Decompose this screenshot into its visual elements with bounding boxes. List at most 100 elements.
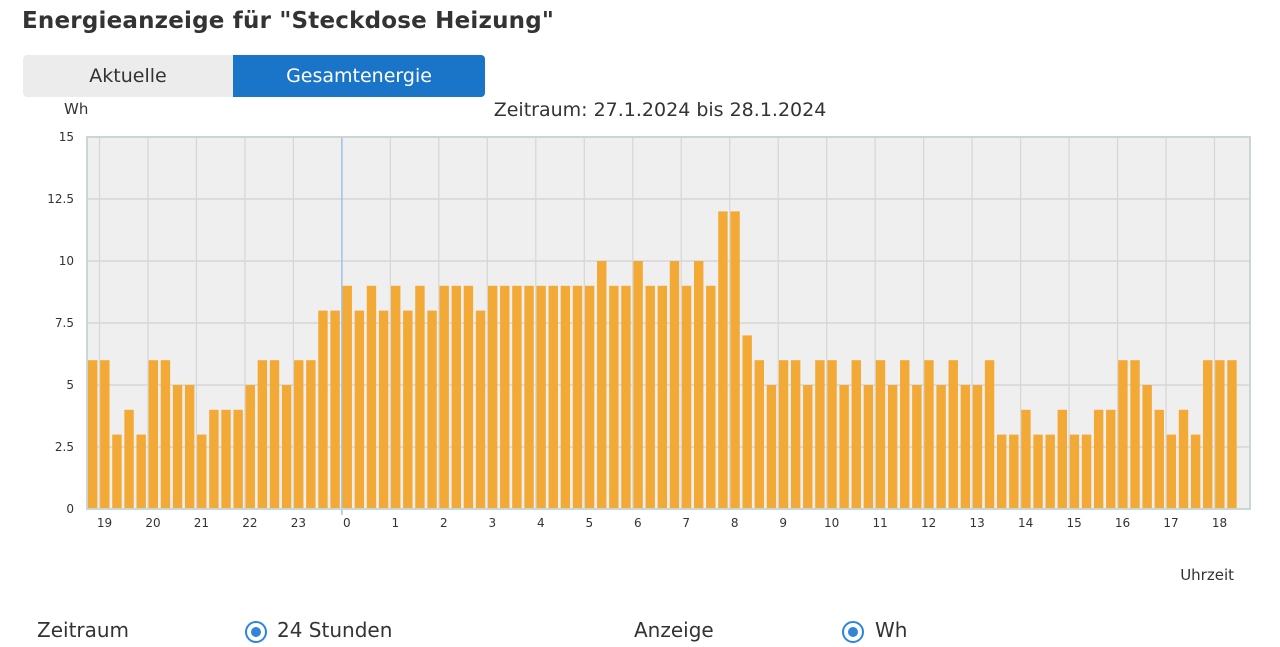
bar [124, 409, 134, 509]
x-tick-label: 6 [634, 516, 642, 530]
bar [754, 360, 764, 509]
bar [584, 285, 595, 509]
bar [500, 285, 510, 509]
bar [1057, 409, 1067, 509]
x-tick-label: 10 [824, 516, 839, 530]
x-tick-label: 11 [873, 516, 888, 530]
zeitraum-label: Zeitraum [37, 618, 130, 642]
bar [803, 385, 813, 509]
anzeige-option-label[interactable]: Wh [875, 618, 908, 642]
x-tick-label: 9 [779, 516, 787, 530]
bar [136, 434, 146, 509]
bar [184, 385, 195, 509]
bar [681, 285, 692, 509]
bar [912, 385, 922, 509]
bar [718, 211, 728, 509]
bar [960, 385, 971, 509]
bar [766, 385, 777, 509]
chart-title: Zeitraum: 27.1.2024 bis 28.1.2024 [493, 99, 827, 121]
bar [597, 261, 607, 509]
bar [245, 385, 255, 509]
x-tick-label: 19 [97, 516, 112, 530]
bar [1190, 434, 1201, 509]
x-tick-label: 2 [440, 516, 448, 530]
bar [391, 285, 401, 509]
zeitraum-radio-24h[interactable] [245, 621, 267, 643]
y-tick-label: 10 [59, 254, 74, 268]
bar [1118, 360, 1128, 509]
zeitraum-option-label[interactable]: 24 Stunden [277, 618, 393, 642]
bar [269, 360, 280, 509]
bar [112, 434, 122, 509]
bar [1069, 434, 1080, 509]
plot-border [86, 136, 1251, 510]
tab-aktuelle-leistung[interactable]: Aktuelle Leistung (Watt) [23, 55, 233, 97]
x-tick-label: 5 [585, 516, 593, 530]
bar [1021, 409, 1031, 509]
x-tick-label: 14 [1018, 516, 1033, 530]
bar [609, 285, 619, 509]
bar [318, 310, 328, 509]
bar [330, 310, 340, 509]
x-tick-label: 23 [291, 516, 306, 530]
y-tick-label: 7.5 [55, 316, 74, 330]
bar [1178, 409, 1189, 509]
bar [1130, 360, 1140, 509]
bar [451, 285, 461, 509]
bar [403, 310, 413, 509]
bar [197, 434, 207, 509]
bar [512, 285, 522, 509]
bar [306, 360, 316, 509]
bar [645, 285, 655, 509]
x-tick-label: 22 [242, 516, 257, 530]
bar [366, 285, 377, 509]
bar [1033, 434, 1043, 509]
bar [221, 409, 231, 509]
bar [875, 360, 886, 509]
anzeige-radio-wh[interactable] [842, 621, 864, 643]
bar [1009, 434, 1019, 509]
bar [863, 385, 874, 509]
x-tick-label: 18 [1212, 516, 1227, 530]
anzeige-label: Anzeige [634, 618, 714, 642]
x-tick-label: 16 [1115, 516, 1130, 530]
bar [1142, 385, 1152, 509]
bar [621, 285, 631, 509]
bar [439, 285, 449, 509]
bar [560, 285, 571, 509]
y-tick-label: 5 [66, 378, 74, 392]
bar [827, 360, 837, 509]
bar [790, 360, 801, 509]
bar [415, 285, 425, 509]
x-tick-label: 21 [194, 516, 209, 530]
bar [742, 335, 752, 509]
x-tick-label: 17 [1163, 516, 1178, 530]
bar [851, 360, 861, 509]
y-tick-label: 12.5 [47, 192, 74, 206]
bar [900, 360, 910, 509]
bar [148, 360, 158, 509]
tab-gesamtenergie[interactable]: Gesamtenergie (kWh) [233, 55, 485, 97]
x-axis-label: Uhrzeit [1180, 566, 1234, 584]
page-title: Energieanzeige für "Steckdose Heizung" [22, 8, 555, 34]
bar [887, 385, 898, 509]
bar [1093, 409, 1104, 509]
bar [1215, 360, 1225, 509]
bar [536, 285, 546, 509]
bar [997, 434, 1007, 509]
x-tick-label: 15 [1066, 516, 1081, 530]
bar [209, 409, 219, 509]
bar [1203, 360, 1213, 509]
bar [378, 310, 389, 509]
view-tabs: Aktuelle Leistung (Watt) Gesamtenergie (… [23, 55, 485, 97]
bar [1166, 434, 1177, 509]
bar [924, 360, 934, 509]
bar [815, 360, 825, 509]
x-tick-label: 20 [145, 516, 160, 530]
y-tick-label: 15 [59, 130, 74, 144]
bar [257, 360, 268, 509]
bar [1154, 409, 1164, 509]
x-tick-label: 4 [537, 516, 545, 530]
bar [548, 285, 558, 509]
